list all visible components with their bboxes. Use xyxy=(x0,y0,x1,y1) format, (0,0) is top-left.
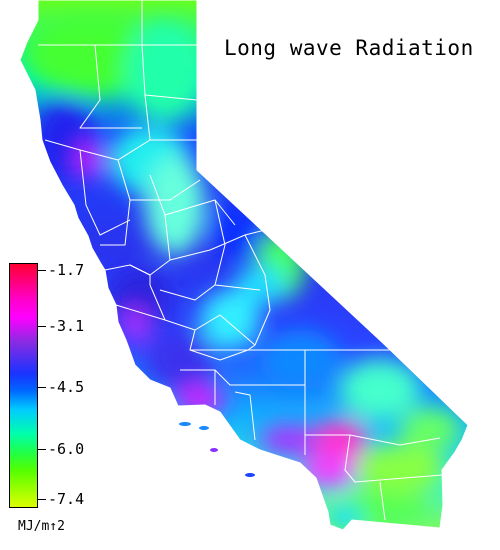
scale-tick-4 xyxy=(38,449,46,450)
scale-label-4: -6.0 xyxy=(48,440,85,458)
scale-tick-1 xyxy=(38,270,46,271)
scale-tick-3 xyxy=(38,387,46,388)
scale-label-3: -4.5 xyxy=(48,378,85,396)
scale-label-5: -7.4 xyxy=(48,490,85,508)
scale-label-1: -1.7 xyxy=(48,261,85,279)
scale-tick-5 xyxy=(38,499,46,500)
scale-tick-2 xyxy=(38,326,46,327)
map-title: Long wave Radiation xyxy=(224,36,474,60)
scale-label-2: -3.1 xyxy=(48,317,85,335)
scale-units-label: MJ/m↑2 xyxy=(18,519,65,534)
county-boundaries xyxy=(38,0,443,521)
islands xyxy=(179,422,255,477)
color-scale-bar xyxy=(9,263,38,508)
